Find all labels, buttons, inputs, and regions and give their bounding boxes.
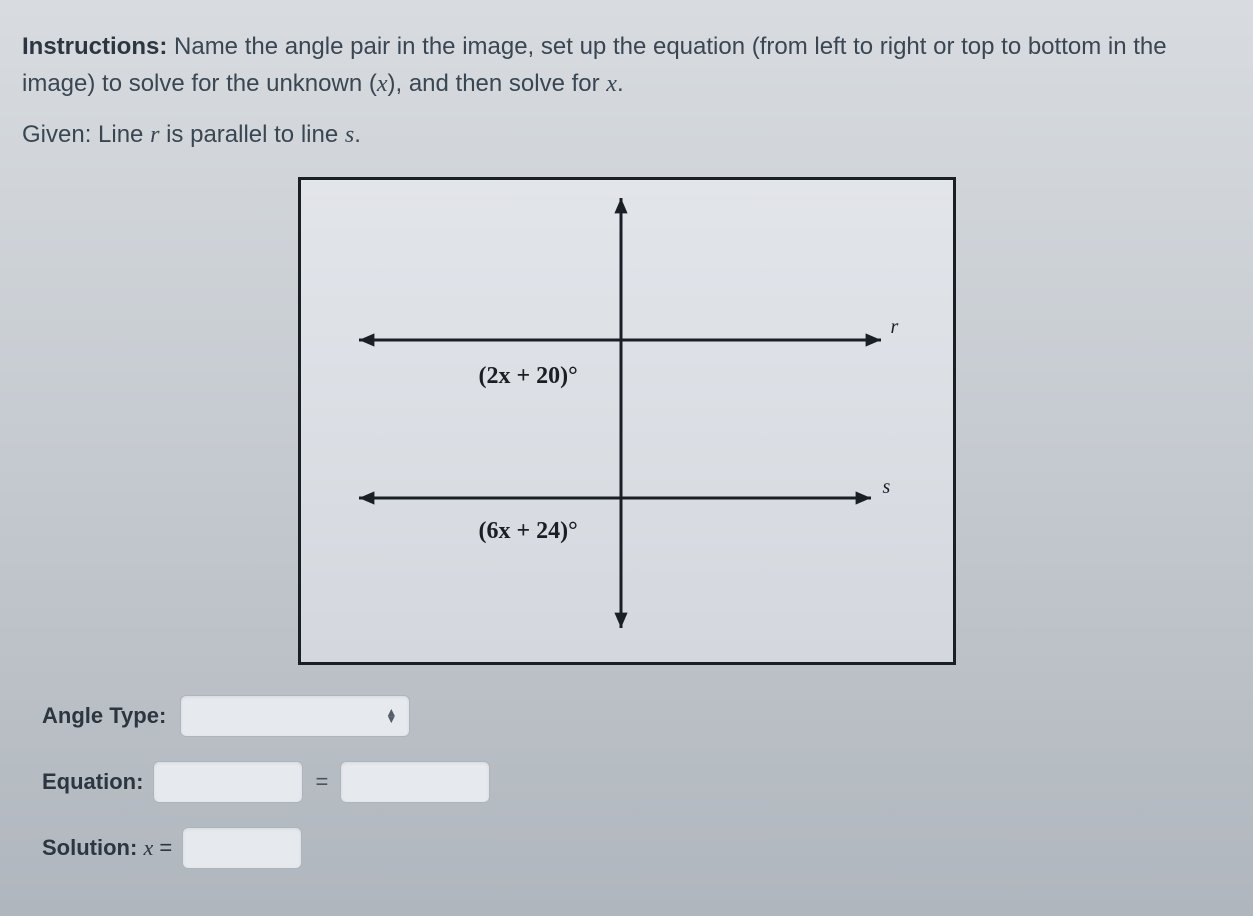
equation-right-input[interactable] [340,761,490,803]
angle-type-label: Angle Type: [42,703,166,729]
diagram-svg [301,180,953,662]
angle-label-bottom: (6x + 24)° [479,518,578,545]
line-r-label: r [891,316,899,339]
instructions-label: Instructions: [22,33,167,60]
angle-type-row: Angle Type: ▲▼ [42,695,1231,737]
angle-label-top: (2x + 20)° [479,363,578,390]
equation-label: Equation: [42,769,143,795]
solution-row: Solution: x = [42,827,1231,869]
given-text: Given: Line r is parallel to line s. [22,121,1231,149]
equation-row: Equation: = [42,761,1231,803]
line-s-label: s [883,476,891,499]
solution-label: Solution: x = [42,835,172,861]
instructions-text: Instructions: Name the angle pair in the… [22,28,1231,103]
angle-type-select[interactable]: ▲▼ [180,695,410,737]
equation-left-input[interactable] [153,761,303,803]
equals-sign: = [315,769,328,795]
geometry-diagram: (2x + 20)° (6x + 24)° r s [298,177,956,665]
select-arrows-icon: ▲▼ [385,709,397,723]
solution-input[interactable] [182,827,302,869]
